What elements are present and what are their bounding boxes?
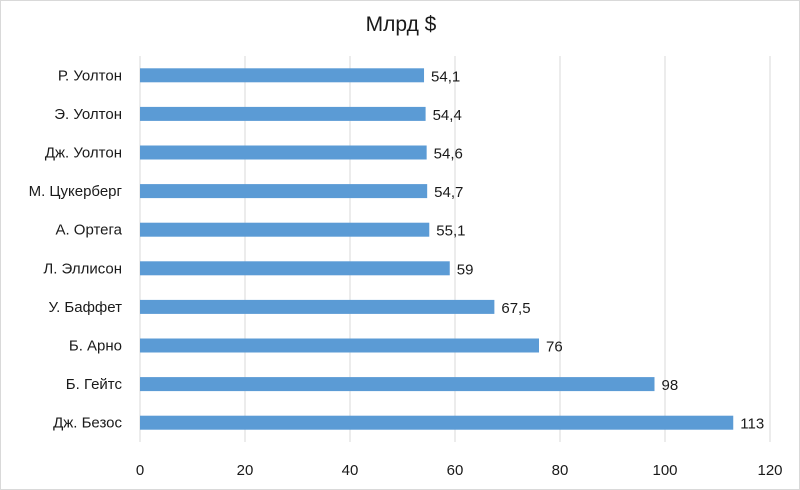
chart-title: Млрд $ bbox=[365, 13, 437, 36]
category-label: Б. Арно bbox=[69, 338, 122, 355]
category-label: Р. Уолтон bbox=[58, 67, 122, 84]
x-tick-label: 40 bbox=[342, 462, 359, 479]
x-tick-label: 0 bbox=[136, 462, 144, 479]
data-label: 59 bbox=[457, 261, 474, 278]
bar bbox=[140, 299, 495, 314]
category-label: У. Баффет bbox=[49, 299, 123, 316]
bar bbox=[140, 261, 450, 276]
category-label: Дж. Уолтон bbox=[45, 145, 122, 162]
bar bbox=[140, 68, 425, 83]
bar bbox=[140, 184, 428, 199]
data-label: 76 bbox=[546, 339, 563, 356]
data-label: 113 bbox=[740, 416, 764, 433]
data-label: 67,5 bbox=[501, 300, 530, 317]
bar bbox=[140, 222, 430, 237]
x-tick-label: 80 bbox=[552, 462, 569, 479]
category-label: Дж. Безос bbox=[53, 415, 122, 432]
bar bbox=[140, 338, 539, 353]
bar bbox=[140, 106, 426, 121]
data-label: 54,6 bbox=[434, 146, 463, 163]
category-label: Б. Гейтс bbox=[66, 376, 123, 393]
data-label: 98 bbox=[662, 377, 679, 394]
bars bbox=[140, 68, 734, 430]
bar bbox=[140, 377, 655, 392]
category-label: М. Цукерберг bbox=[29, 183, 123, 200]
value-labels: 54,1 54,4 54,6 54,7 55,1 59 67,5 76 98 113 bbox=[431, 68, 764, 432]
x-tick-label: 120 bbox=[757, 462, 782, 479]
x-tick-label: 20 bbox=[237, 462, 254, 479]
bar bbox=[140, 415, 734, 430]
category-label: Л. Эллисон bbox=[43, 260, 122, 277]
category-labels: Р. Уолтон Э. Уолтон Дж. Уолтон М. Цукерберг… bbox=[29, 67, 123, 431]
category-label: Э. Уолтон bbox=[54, 106, 122, 123]
data-label: 55,1 bbox=[436, 223, 465, 240]
bar bbox=[140, 145, 427, 160]
data-label: 54,4 bbox=[433, 107, 462, 124]
x-tick-label: 100 bbox=[652, 462, 677, 479]
data-label: 54,7 bbox=[434, 184, 463, 201]
x-axis-ticks: 0 20 40 60 80 100 120 bbox=[136, 462, 783, 479]
x-tick-label: 60 bbox=[447, 462, 464, 479]
category-label: А. Ортега bbox=[55, 222, 122, 239]
data-label: 54,1 bbox=[431, 68, 460, 85]
